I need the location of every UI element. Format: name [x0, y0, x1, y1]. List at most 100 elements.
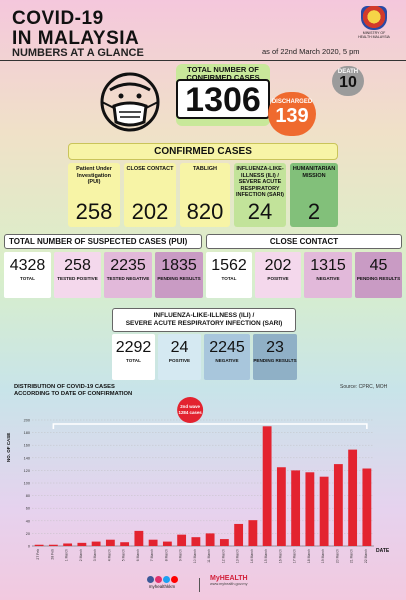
- pui-stat-label: TESTED NEGATIVE: [106, 276, 150, 281]
- chart-title-line1: DISTRIBUTION OF COVID-19 CASES: [14, 384, 115, 390]
- pui-stat-value: 1835: [161, 257, 197, 274]
- y-tick-label: 100: [24, 482, 30, 486]
- close-contact-heading: CLOSE CONTACT: [206, 234, 402, 249]
- social-handle: myhealthkkm: [148, 584, 176, 589]
- facebook-icon[interactable]: [146, 576, 154, 583]
- bar: [291, 470, 301, 546]
- bar: [205, 533, 215, 546]
- bar: [234, 523, 244, 546]
- twitter-icon[interactable]: [162, 576, 170, 583]
- close-contact-stat-value: 1315: [310, 257, 346, 274]
- wave-annotation-line2: 1284 cases: [179, 410, 203, 415]
- death-badge: DEATH 10: [332, 66, 364, 96]
- confirmed-card-value: 24: [247, 199, 273, 224]
- bar: [105, 539, 115, 546]
- x-tick-label: 5 March: [122, 549, 126, 561]
- x-tick-label: 1 March: [65, 549, 69, 561]
- discharged-badge: DISCHARGED 139: [268, 92, 316, 136]
- close-contact-stat: 45 PENDING RESULTS: [355, 252, 402, 298]
- y-tick-label: 80: [26, 494, 30, 498]
- bar: [262, 426, 272, 546]
- x-tick-label: 19 March: [321, 549, 325, 563]
- bar: [162, 541, 172, 546]
- sari-stat: 2292 TOTAL: [112, 334, 155, 380]
- discharged-label: DISCHARGED: [271, 99, 313, 105]
- confirmed-card-pui: Patient Under Investigation (PUI) 258: [68, 163, 120, 227]
- close-contact-stat-label: PENDING RESULTS: [356, 276, 401, 281]
- sari-stat-value: 2245: [209, 339, 245, 356]
- pui-stat-value: 2235: [110, 257, 146, 274]
- x-tick-label: 21 March: [350, 549, 354, 563]
- pui-stat: 258 TESTED POSITIVE: [54, 252, 101, 298]
- sari-stat-label: PENDING RESULTS: [253, 358, 297, 363]
- close-contact-stat: 1562 TOTAL: [206, 252, 252, 298]
- bar: [191, 537, 201, 546]
- confirmed-card-value: 202: [131, 199, 169, 224]
- confirmed-card-label: TABLIGH: [192, 166, 218, 172]
- bar: [134, 530, 144, 546]
- title-line1: COVID-19: [12, 8, 104, 29]
- pui-stat-label: TOTAL: [20, 276, 35, 281]
- x-tick-label: 14 March: [250, 549, 254, 563]
- myhealth-url: www.myhealth.gov.my: [210, 582, 248, 586]
- sari-stat: 24 POSITIVE: [158, 334, 201, 380]
- chart-title: DISTRIBUTION OF COVID-19 CASES ACCORDING…: [14, 384, 132, 398]
- social-icons: [142, 576, 182, 583]
- close-contact-stat-value: 1562: [211, 257, 247, 274]
- discharged-value: 139: [275, 105, 309, 127]
- bar: [305, 472, 315, 546]
- confirmed-card-value: 820: [186, 199, 224, 224]
- x-tick-label: 3 March: [93, 549, 97, 561]
- sari-heading: INFLUENZA-LIKE-ILLNESS (ILI) / SEVERE AC…: [112, 308, 296, 332]
- bar: [77, 542, 87, 546]
- pui-heading: TOTAL NUMBER OF SUSPECTED CASES (PUI): [4, 234, 202, 249]
- instagram-icon[interactable]: [154, 576, 162, 583]
- close-contact-stat: 1315 NEGATIVE: [304, 252, 352, 298]
- myhealth-brand: MyHEALTH: [210, 575, 248, 582]
- title-line2: IN MALAYSIA: [12, 28, 140, 49]
- x-tick-label: 7 March: [150, 549, 154, 561]
- death-value: 10: [339, 74, 357, 91]
- y-tick-label: 200: [24, 419, 30, 423]
- confirmed-card-ili-sari: INFLUENZA-LIKE-ILLNESS (ILI) / SEVERE AC…: [234, 163, 286, 227]
- x-tick-label: 13 March: [236, 549, 240, 563]
- x-tick-label: 2 March: [79, 549, 83, 561]
- sari-stat-label: NEGATIVE: [215, 358, 239, 363]
- close-contact-stat: 202 POSITIVE: [255, 252, 301, 298]
- subtitle: NUMBERS AT A GLANCE: [12, 47, 144, 59]
- masked-face-icon: [100, 72, 160, 132]
- pui-stat: 2235 TESTED NEGATIVE: [104, 252, 152, 298]
- pui-stat: 4328 TOTAL: [4, 252, 51, 298]
- y-tick-label: 180: [24, 431, 30, 435]
- wave-annotation-line1: 2nd wave: [180, 404, 200, 409]
- confirmed-cases-heading: CONFIRMED CASES: [68, 143, 338, 160]
- x-tick-label: 6 March: [136, 549, 140, 561]
- sari-stat-value: 24: [170, 339, 189, 356]
- myhealth-logo: MyHEALTH www.myhealth.gov.my: [210, 575, 248, 586]
- sari-stat-value: 2292: [115, 339, 152, 356]
- x-tick-label: 27 Feb: [36, 549, 40, 560]
- pui-stat: 1835 PENDING RESULTS: [155, 252, 203, 298]
- x-tick-label: 12 March: [221, 549, 225, 563]
- total-confirmed-label: TOTAL NUMBER OF CONFIRMED CASES: [186, 65, 260, 82]
- confirmed-card-label: CLOSE CONTACT: [126, 166, 174, 172]
- death-label: DEATH: [337, 69, 359, 75]
- x-tick-label: 18 March: [307, 549, 311, 563]
- y-tick-label: 120: [24, 469, 30, 473]
- bar: [63, 543, 73, 546]
- bar: [91, 541, 101, 546]
- pui-stat-label: PENDING RESULTS: [157, 276, 201, 281]
- close-contact-stat-value: 45: [369, 257, 388, 274]
- report-date: as of 22nd March 2020, 5 pm: [262, 47, 360, 56]
- confirmed-card-label: HUMANITARIAN MISSION: [292, 166, 336, 179]
- close-contact-stat-label: TOTAL: [221, 276, 237, 281]
- confirmed-card-value: 2: [307, 199, 321, 224]
- header-divider: [0, 60, 406, 61]
- bar: [120, 542, 130, 546]
- close-contact-stat-label: POSITIVE: [267, 276, 289, 281]
- confirmed-card-humanitarian: HUMANITARIAN MISSION 2: [290, 163, 338, 227]
- youtube-icon[interactable]: [170, 576, 178, 583]
- ministry-name: MINISTRY OF HEALTH MALAYSIA: [358, 31, 390, 39]
- close-contact-stat-label: NEGATIVE: [316, 276, 340, 281]
